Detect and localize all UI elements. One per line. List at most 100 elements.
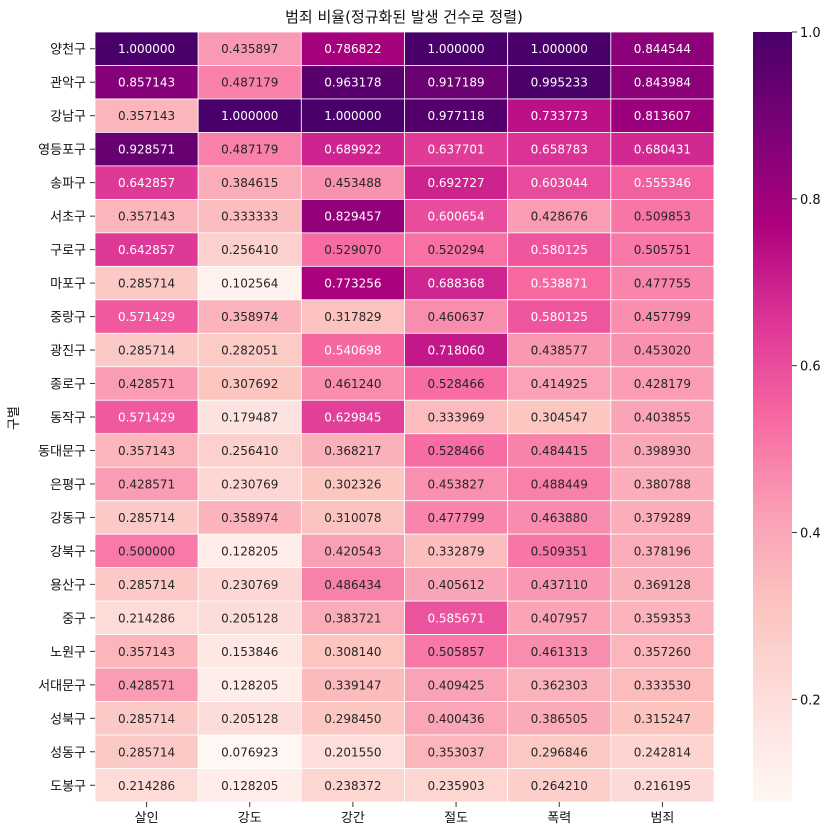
cell-value-label: 0.128205 <box>221 544 278 558</box>
cell-value-label: 0.484415 <box>531 444 588 458</box>
cell-value-label: 0.505751 <box>634 243 691 257</box>
heatmap-cell <box>610 366 715 401</box>
heatmap-cell <box>507 132 612 167</box>
cell-value-label: 0.205128 <box>221 712 278 726</box>
cell-value-label: 0.353037 <box>427 745 484 759</box>
heatmap-cell <box>404 634 509 669</box>
cell-value-label: 0.457799 <box>634 310 691 324</box>
cell-value-label: 0.307692 <box>221 377 278 391</box>
cell-value-label: 0.285714 <box>118 712 175 726</box>
row-label: 노원구 <box>50 645 86 660</box>
row-label: 중구 <box>62 612 86 627</box>
heatmap-cells: 1.000000 0.435897 0.786822 1.000000 1.000000… <box>94 31 715 803</box>
heatmap-cell <box>300 31 405 66</box>
heatmap-cell <box>300 500 405 535</box>
heatmap-cell <box>610 500 715 535</box>
heatmap-cell <box>94 567 199 602</box>
cell-value-label: 0.435897 <box>221 42 278 56</box>
cell-value-label: 0.230769 <box>221 477 278 491</box>
row-label: 구로구 <box>50 244 86 259</box>
cell-value-label: 0.571429 <box>118 411 175 425</box>
cell-value-label: 0.571429 <box>118 310 175 324</box>
heatmap-cell <box>300 132 405 167</box>
cell-value-label: 0.102564 <box>221 277 278 291</box>
heatmap-cell <box>404 734 509 769</box>
cell-value-label: 0.076923 <box>221 745 278 759</box>
heatmap-cell <box>197 667 302 702</box>
heatmap-cell <box>404 232 509 267</box>
cell-value-label: 0.786822 <box>324 42 381 56</box>
row-label: 양천구 <box>50 43 86 58</box>
cell-value-label: 0.359353 <box>634 611 691 625</box>
colorbar-tick-label: 0.2 <box>800 693 821 708</box>
cell-value-label: 1.000000 <box>221 109 278 123</box>
heatmap-cell <box>94 366 199 401</box>
cell-value-label: 0.453827 <box>427 477 484 491</box>
heatmap-cell <box>404 667 509 702</box>
heatmap-cell <box>197 567 302 602</box>
row-label: 강북구 <box>50 545 86 560</box>
cell-value-label: 0.437110 <box>531 578 588 592</box>
cell-value-label: 0.285714 <box>118 745 175 759</box>
heatmap-cell <box>610 768 715 803</box>
cell-value-label: 0.332879 <box>427 544 484 558</box>
heatmap-cell <box>507 466 612 502</box>
cell-value-label: 0.285714 <box>118 344 175 358</box>
heatmap-cell <box>610 98 715 133</box>
cell-value-label: 0.317829 <box>324 310 381 324</box>
heatmap-cell <box>300 768 405 803</box>
heatmap-cell <box>404 132 509 167</box>
cell-value-label: 0.153846 <box>221 645 278 659</box>
heatmap-cell <box>404 399 509 435</box>
heatmap-cell <box>610 31 715 66</box>
heatmap-cell <box>404 31 509 66</box>
cell-value-label: 0.298450 <box>324 712 381 726</box>
heatmap-cell <box>300 734 405 769</box>
cell-value-label: 0.528466 <box>427 377 484 391</box>
heatmap-cell <box>507 165 612 200</box>
cell-value-label: 0.680431 <box>634 143 691 157</box>
cell-value-label: 0.692727 <box>427 176 484 190</box>
cell-value-label: 0.403855 <box>634 411 691 425</box>
heatmap-cell <box>94 701 199 736</box>
heatmap-cell <box>94 399 199 435</box>
heatmap-cell <box>94 265 199 301</box>
heatmap-cell <box>94 332 199 368</box>
cell-value-label: 0.773256 <box>324 277 381 291</box>
cell-value-label: 0.463880 <box>531 511 588 525</box>
cell-value-label: 0.733773 <box>531 109 588 123</box>
cell-value-label: 0.282051 <box>221 344 278 358</box>
cell-value-label: 0.315247 <box>634 712 691 726</box>
heatmap-cell <box>197 65 302 100</box>
heatmap-cell <box>197 332 302 368</box>
cell-value-label: 0.384615 <box>221 176 278 190</box>
cell-value-label: 0.128205 <box>221 678 278 692</box>
cell-value-label: 0.600654 <box>427 210 484 224</box>
heatmap-cell <box>300 232 405 267</box>
cell-value-label: 0.128205 <box>221 779 278 793</box>
row-label: 강남구 <box>50 110 86 125</box>
heatmap-cell <box>94 466 199 502</box>
row-labels: 양천구관악구강남구영등포구송파구서초구구로구마포구중랑구광진구종로구동작구동대문… <box>38 43 95 794</box>
cell-value-label: 0.368217 <box>324 444 381 458</box>
colorbar-tick-label: 0.4 <box>800 526 821 541</box>
heatmap-cell <box>610 533 715 569</box>
cell-value-label: 0.928571 <box>118 143 175 157</box>
row-label: 강동구 <box>50 511 86 526</box>
cell-value-label: 0.486434 <box>324 578 381 592</box>
cell-value-label: 0.488449 <box>531 477 588 491</box>
cell-value-label: 0.629845 <box>324 411 381 425</box>
heatmap-cell <box>610 600 715 636</box>
heatmap-cell <box>197 768 302 803</box>
heatmap-cell <box>300 165 405 200</box>
heatmap-cell <box>404 466 509 502</box>
cell-value-label: 0.407957 <box>531 611 588 625</box>
cell-value-label: 0.357143 <box>118 645 175 659</box>
heatmap-cell <box>404 533 509 569</box>
cell-value-label: 0.380788 <box>634 477 691 491</box>
cell-value-label: 0.857143 <box>118 76 175 90</box>
cell-value-label: 0.398930 <box>634 444 691 458</box>
column-label: 강도 <box>238 811 262 826</box>
cell-value-label: 0.688368 <box>427 277 484 291</box>
